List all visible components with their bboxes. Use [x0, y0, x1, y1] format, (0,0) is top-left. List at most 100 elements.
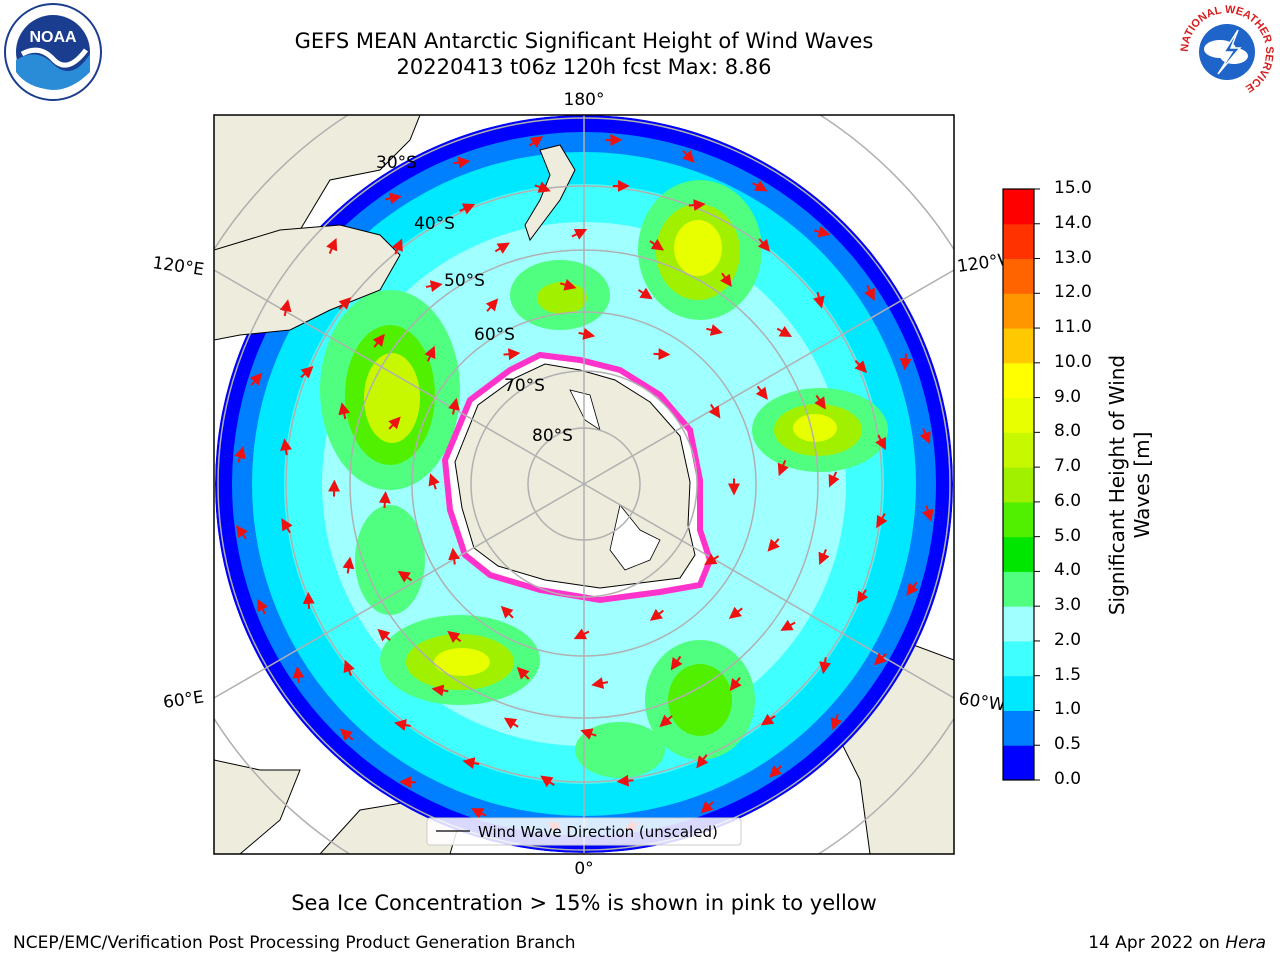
wave-direction-arrow: [528, 136, 544, 148]
lat-label-60s: 60°S: [474, 325, 515, 345]
colorbar-tick-label: 1.0: [1054, 699, 1082, 720]
wave-direction-arrow: [494, 242, 510, 254]
wave-direction-arrow: [453, 156, 471, 169]
wave-direction-arrow: [708, 403, 721, 419]
wave-direction-arrow: [760, 713, 776, 726]
colorbar-tick-label: 15.0: [1054, 178, 1092, 198]
wave-direction-arrow: [670, 655, 683, 671]
lon-label-60e: 60°E: [162, 687, 205, 712]
footer-date-text: 14 Apr 2022 on: [1088, 933, 1226, 953]
wave-direction-arrow: [729, 677, 742, 692]
lon-label-0: 0°: [574, 859, 593, 879]
wave-direction-arrow: [431, 684, 449, 697]
wave-direction-arrow: [394, 719, 411, 731]
wave-direction-arrow: [659, 714, 673, 728]
wave-direction-arrow: [767, 538, 780, 552]
wave-direction-arrow: [876, 513, 888, 529]
wave-direction-arrow: [281, 518, 293, 534]
colorbar-swatch: [1003, 223, 1034, 260]
wave-direction-arrow: [500, 605, 514, 619]
colorbar-swatch: [1003, 606, 1034, 642]
wave-direction-arrow: [813, 225, 831, 238]
wave-direction-arrow: [573, 628, 590, 640]
wave-direction-arrow: [302, 591, 315, 609]
wave-direction-arrow: [757, 238, 771, 252]
colorbar-tick-label: 6.0: [1054, 490, 1082, 511]
wave-direction-arrow: [462, 757, 480, 769]
colorbar-swatch: [1003, 536, 1034, 572]
wave-direction-arrow: [372, 333, 385, 348]
wave-direction-arrow: [534, 181, 551, 193]
colorbar-tick-label: 2.0: [1054, 629, 1082, 650]
colorbar-swatch: [1003, 467, 1034, 503]
colorbar-tick-label: 11.0: [1054, 317, 1092, 338]
wave-direction-arrow: [424, 345, 436, 362]
wave-direction-arrow: [828, 471, 840, 488]
wave-direction-arrow: [813, 291, 825, 309]
wave-direction-arrow: [755, 385, 768, 400]
wave-direction-arrow: [540, 775, 555, 788]
wave-direction-arrow: [704, 553, 720, 566]
colorbar-tick-label: 7.0: [1054, 456, 1082, 477]
colorbar-swatch: [1003, 432, 1034, 468]
colorbar-swatch: [1003, 675, 1034, 711]
wave-direction-arrow: [777, 460, 789, 477]
colorbar-swatch: [1003, 571, 1034, 607]
wave-direction-arrow: [425, 280, 443, 292]
wave-direction-arrow: [580, 728, 597, 740]
wave-direction-arrow: [578, 328, 596, 340]
wave-direction-arrow: [688, 199, 706, 212]
wave-direction-arrow: [280, 438, 292, 456]
wave-direction-arrow: [719, 272, 732, 288]
lat-label-50s: 50°S: [444, 271, 485, 291]
lon-label-180: 180°: [564, 90, 605, 110]
wave-direction-arrow: [292, 665, 305, 684]
lat-label-40s: 40°S: [414, 214, 455, 234]
wave-direction-arrow: [649, 608, 664, 621]
wave-direction-arrow: [864, 285, 875, 301]
wave-direction-arrow: [300, 365, 314, 379]
wave-direction-arrow: [696, 754, 709, 769]
colorbar-swatch: [1003, 710, 1034, 746]
wave-direction-arrow: [776, 325, 793, 338]
wave-direction-arrow: [342, 556, 355, 574]
wave-direction-arrow: [397, 570, 413, 583]
wave-direction-arrow: [854, 359, 868, 374]
noaa-logo-icon: NOAA: [4, 3, 102, 101]
colorbar-swatch: [1003, 745, 1034, 781]
colorbar-tick-label: 4.0: [1054, 560, 1082, 581]
colorbar-swatch: [1003, 362, 1034, 399]
wave-direction-arrow: [818, 549, 830, 566]
wave-direction-arrow: [377, 628, 391, 642]
sea-ice-note: Sea Ice Concentration > 15% is shown in …: [291, 891, 877, 915]
colorbar-tick-label: 14.0: [1054, 212, 1092, 233]
wave-direction-arrow: [922, 505, 934, 522]
wave-direction-arrow: [503, 717, 519, 730]
wave-direction-arrow: [448, 547, 461, 565]
lon-label-60w: 60°W: [957, 689, 1006, 715]
wave-direction-arrow: [279, 299, 292, 317]
wave-direction-arrow: [571, 228, 588, 240]
colorbar-tick-label: 12.0: [1054, 282, 1092, 303]
map-title: GEFS MEAN Antarctic Significant Height o…: [294, 29, 874, 53]
wave-direction-arrow: [338, 297, 352, 310]
wave-direction-arrow: [814, 394, 826, 410]
wave-direction-arrow: [343, 659, 355, 676]
lat-label-70s: 70°S: [504, 376, 545, 396]
lon-label-120e: 120°E: [151, 253, 205, 280]
wave-direction-arrow: [752, 180, 768, 192]
noaa-logo-text: NOAA: [29, 29, 77, 46]
wave-direction-arrow: [428, 473, 440, 490]
wave-direction-arrow: [819, 657, 831, 675]
wave-direction-arrow: [856, 589, 869, 604]
colorbar-tick-label: 3.0: [1054, 595, 1082, 616]
wave-direction-arrow: [649, 238, 665, 251]
lat-label-80s: 80°S: [532, 426, 573, 446]
wave-direction-arrow: [559, 278, 577, 291]
wave-direction-arrow: [249, 372, 263, 387]
colorbar-tick-label: 10.0: [1054, 351, 1092, 372]
colorbar-tick-label: 13.0: [1054, 247, 1092, 268]
wave-direction-arrow: [873, 652, 887, 666]
colorbar-swatch: [1003, 640, 1034, 677]
